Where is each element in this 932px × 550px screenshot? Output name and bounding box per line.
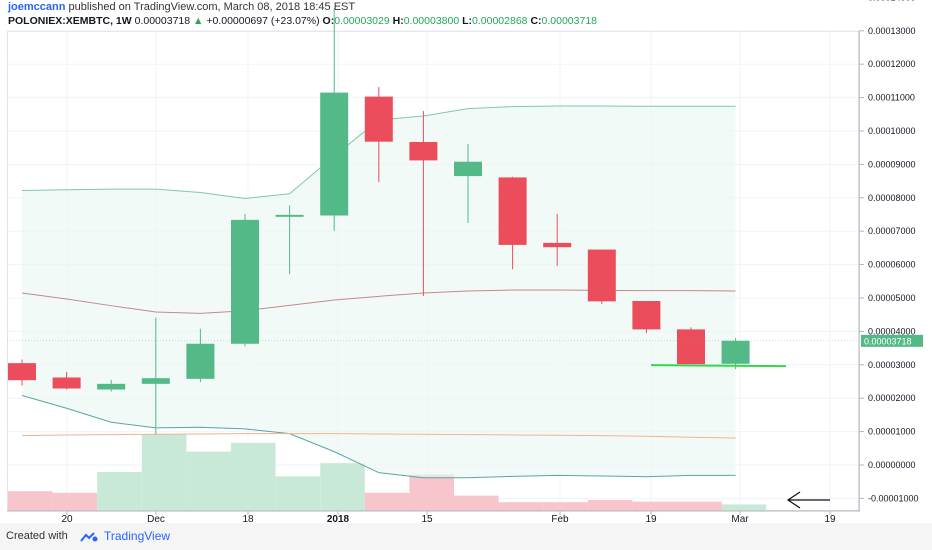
ohlc-header: POLONIEX:XEMBTC, 1W 0.00003718 ▲ +0.0000… [8,15,597,29]
annotations [7,340,858,509]
volume-bar [498,502,544,511]
volume-bar [8,491,53,511]
candle-body [8,363,36,381]
current-price-tag [861,334,923,347]
price-tick-label: 0.00005000 [868,293,916,303]
price-tick-label: 0.00000000 [868,460,916,470]
high-label: H: [392,15,404,27]
tradingview-logo-icon[interactable] [80,531,98,543]
candle-body [186,343,215,379]
candle-body [587,249,616,302]
price-tick-label: 0.00006000 [868,260,916,270]
left-arrow-icon [786,491,830,509]
volume-bars [8,434,767,511]
change-arrow-icon: ▲ [193,15,204,27]
candle-body [275,214,304,217]
publish-info: joemccann published on TradingView.com, … [8,1,355,15]
time-tick-label: 18 [242,514,254,523]
arrow-head [786,491,801,509]
volume-bar [632,501,677,511]
price-tick-label: 0.00007000 [868,226,916,236]
price-tick-label: 0.00012000 [868,59,916,69]
volume-bar [275,476,321,511]
candles [8,8,750,435]
time-tick-label: Feb [551,514,569,523]
volume-bar [186,451,231,511]
symbol-label: POLONIEX:XEMBTC, 1W [8,15,132,27]
price-tick-label: -0.00001000 [868,493,919,503]
price-tick-label: 0.00013000 [868,26,916,36]
open-value: 0.00003029 [334,15,390,27]
volume-bar [587,500,633,511]
candle-body [721,340,750,364]
price-tick-label: 0.00014000 [868,0,916,2]
last-price: 0.00003718 [134,15,191,27]
price-axis[interactable]: 0.00014000 0.00013000 0.00012000 0.00011000… [858,0,923,511]
change-value: +0.00000697 (+23.07%) [206,15,320,27]
candle-body [141,378,170,384]
volume-bar [364,492,410,511]
volume-bar [52,492,98,511]
time-tick-label: 19 [645,514,657,523]
volume-bar [721,504,767,511]
volume-bar [231,442,276,511]
candle-body [677,329,705,365]
bollinger-fill [22,105,736,478]
current-price-tag-label: 0.00003718 [864,336,912,346]
moving-average-line [21,433,736,439]
bollinger-lower-line [21,395,736,479]
tradingview-brand[interactable]: TradingView [104,529,171,543]
volume-bar [409,474,454,511]
volume-bar [677,501,722,511]
footer: Created with TradingView [0,523,932,550]
close-label: C: [530,15,542,27]
price-tick-label: 0.00011000 [868,93,915,103]
price-tick-label: 0.00003000 [868,360,916,370]
bollinger-middle-line [21,289,736,314]
candle-body [97,383,126,390]
price-tick-label: 0.00002000 [868,393,916,403]
time-tick-label: 20 [61,514,73,523]
candle-body [454,161,482,177]
time-tick-label: 2018 [327,514,350,523]
candle-body [632,301,661,330]
time-axis[interactable]: 20 Dec 18 2018 15 Feb 19 Mar 19 [7,510,860,523]
volume-bar [141,434,187,511]
volume-bar [454,495,499,511]
price-tick-label: 0.00004000 [868,326,916,336]
support-line [650,364,787,368]
price-tick-label: 0.00010000 [868,126,916,136]
candlestick-chart[interactable]: 0.00014000 0.00013000 0.00012000 0.00011000… [0,0,932,523]
price-tick-label: 0.00009000 [868,159,916,169]
time-tick-label: 19 [824,514,836,523]
price-tick-label: 0.00008000 [868,193,916,203]
created-with-text: Created with [6,530,68,542]
high-value: 0.00003800 [403,15,460,27]
time-tick-label: 15 [421,514,433,523]
volume-bar [320,463,365,511]
candle-body [409,142,438,161]
candle-body [498,177,527,245]
published-text: published on TradingView.com, March 08, … [68,1,356,13]
candle-body [364,96,393,142]
author-username[interactable]: joemccann [8,1,66,13]
time-tick-label: Dec [147,514,165,523]
candle-body [52,377,81,389]
candle-body [231,219,259,344]
low-value: 0.00002868 [472,15,528,27]
volume-bar [97,471,142,511]
time-tick-label: Mar [731,514,749,523]
open-label: O: [322,15,335,27]
candle-body [543,242,572,248]
price-tick-label: 0.00001000 [868,427,916,437]
candle-body [320,92,349,216]
volume-bar [543,502,588,511]
close-value: 0.00003718 [541,15,598,27]
low-label: L: [462,15,473,27]
